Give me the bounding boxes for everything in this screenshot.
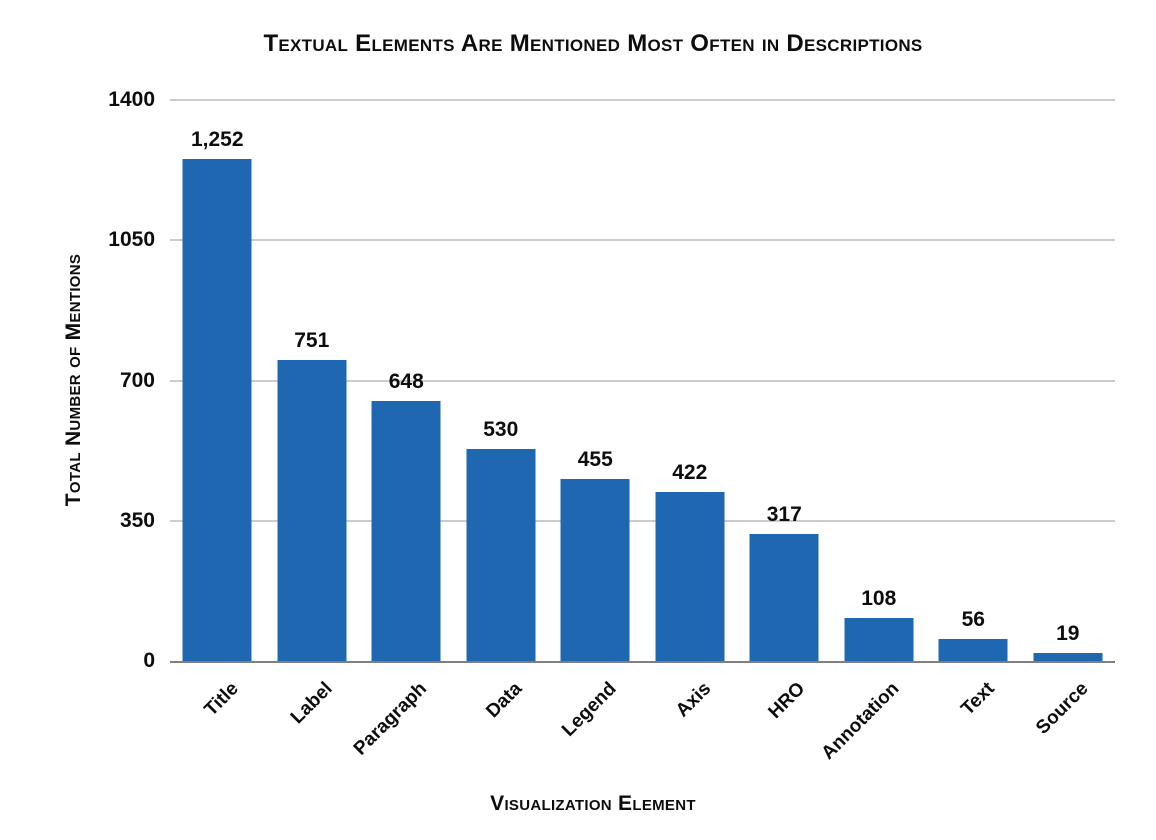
bar-text (938, 638, 1008, 661)
x-tick-label: HRO (764, 678, 810, 723)
bar-slot-paragraph: 648 Paragraph (350, 100, 454, 760)
y-tick-label-1050: 1050 (108, 228, 155, 252)
bar-data (466, 448, 536, 661)
y-tick-label-350: 350 (119, 508, 155, 532)
gridline-700 (170, 379, 1115, 382)
x-tick-label: Data (481, 678, 526, 723)
gridline-350 (170, 519, 1115, 522)
x-tick-label: Title (200, 678, 243, 721)
x-tick-label: Label (286, 678, 337, 729)
bar-slot-text: 56 Text (926, 100, 1021, 720)
x-tick-label: Axis (671, 678, 715, 722)
bar-value-label: 19 (1056, 622, 1080, 646)
bar-slot-data: 530 Data (454, 100, 549, 722)
bars-row: 1,252 Title 751 Label 648 Paragraph 530 Data 455… (170, 100, 1116, 764)
bar-value-label: 751 (294, 329, 330, 353)
x-axis-title: Visualization Element (490, 792, 696, 815)
bar-value-label: 108 (861, 586, 897, 610)
bar-value-label: 530 (483, 417, 519, 441)
bar-annotation (844, 617, 914, 661)
gridline-1400 (170, 99, 1115, 101)
bar-slot-hro: 317 HRO (737, 100, 832, 723)
x-tick-label: Text (956, 678, 999, 720)
bar-paragraph (371, 401, 441, 661)
x-tick-label: Source (1032, 678, 1093, 739)
bar-axis (655, 491, 725, 661)
x-tick-label: Paragraph (350, 678, 432, 760)
bar-value-label: 455 (577, 447, 613, 471)
bar-label (277, 360, 347, 661)
y-tick-label-0: 0 (143, 649, 155, 672)
bar-slot-title: 1,252 Title (170, 100, 265, 720)
bar-hro (749, 533, 819, 661)
y-tick-label-700: 700 (119, 368, 155, 392)
bar-slot-source: 19 Source (1021, 100, 1116, 739)
bar-value-label: 422 (672, 460, 708, 484)
bar-source (1033, 653, 1103, 661)
x-tick-label: Annotation (818, 678, 904, 764)
bar-value-label: 1,252 (190, 128, 244, 152)
bar-slot-annotation: 108 Annotation (818, 100, 927, 764)
plot-area: 1,252 Title 751 Label 648 Paragraph 530 Data 455… (108, 88, 1116, 764)
bar-slot-label: 751 Label (265, 100, 360, 728)
bar-value-label: 648 (388, 370, 424, 394)
chart-title: Textual Elements Are Mentioned Most Ofte… (263, 30, 923, 57)
gridline-1050 (170, 239, 1115, 242)
x-tick-label: Legend (557, 678, 621, 741)
bar-legend (560, 478, 630, 661)
bar-value-label: 56 (961, 607, 985, 631)
bar-title (182, 159, 252, 661)
y-tick-label-1400: 1400 (108, 88, 155, 111)
bar-slot-axis: 422 Axis (643, 100, 738, 721)
bar-slot-legend: 455 Legend (548, 100, 643, 741)
bar-value-label: 317 (766, 502, 802, 526)
